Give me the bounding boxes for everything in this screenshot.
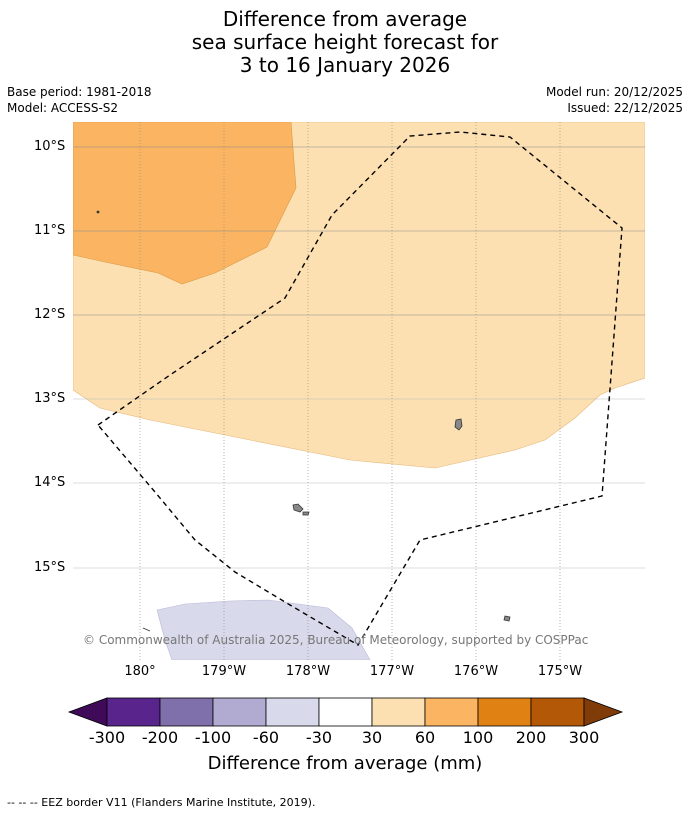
island-futuna	[454, 418, 463, 431]
title-line-2: sea surface height forecast for	[191, 30, 499, 54]
lat-label-10s: 10°S	[34, 139, 66, 154]
colorbar-bin-9	[530, 697, 585, 727]
island-small-east	[503, 615, 511, 622]
colorbar-bin-7	[424, 697, 479, 727]
meta-right: Model run: 20/12/2025 Issued: 22/12/2025	[546, 84, 683, 116]
lat-label-12s: 12°S	[34, 307, 66, 322]
colorbar-tick: 300	[568, 728, 600, 747]
colorbar-extend-low	[67, 697, 108, 727]
colorbar-bin-2	[159, 697, 214, 727]
colorbar-bin-8	[477, 697, 532, 727]
colorbar-tick: -300	[88, 728, 126, 747]
graticule	[73, 122, 645, 660]
lat-label-15s: 15°S	[34, 560, 66, 575]
colorbar	[67, 697, 624, 727]
lon-label-176w: 176°W	[453, 664, 499, 679]
island-small-west	[142, 627, 151, 632]
issued-date: Issued: 22/12/2025	[567, 101, 683, 115]
copyright-notice: © Commonwealth of Australia 2025, Bureau…	[83, 633, 589, 647]
model-name: Model: ACCESS-S2	[7, 101, 119, 115]
island-samoa-west	[292, 503, 304, 513]
title-line-3: 3 to 16 January 2026	[239, 53, 451, 77]
meta-left: Base period: 1981-2018 Model: ACCESS-S2	[7, 84, 152, 116]
colorbar-bin-1	[106, 697, 161, 727]
lon-label-179w: 179°W	[201, 664, 247, 679]
lon-label-175w: 175°W	[537, 664, 583, 679]
colorbar-tick: -200	[141, 728, 179, 747]
lon-label-180: 180°	[124, 664, 156, 679]
colorbar-bin-3	[212, 697, 267, 727]
eez-footnote: -- -- -- EEZ border V11 (Flanders Marine…	[7, 796, 316, 809]
lat-label-14s: 14°S	[34, 475, 66, 490]
lavender-anomaly-region	[156, 599, 371, 660]
colorbar-tick: -30	[305, 728, 333, 747]
lon-label-178w: 178°W	[285, 664, 331, 679]
map-area	[73, 122, 645, 660]
islands	[96, 210, 511, 632]
colorbar-tick: 30	[361, 728, 383, 747]
lat-label-11s: 11°S	[34, 223, 66, 238]
colorbar-tick: -60	[252, 728, 280, 747]
colorbar-tick: 100	[462, 728, 494, 747]
colorbar-bin-5	[318, 697, 373, 727]
island-samoa-east	[302, 511, 310, 516]
eez-border	[96, 131, 623, 646]
lat-label-13s: 13°S	[34, 391, 66, 406]
chart-title: Difference from average sea surface heig…	[0, 8, 690, 77]
colorbar-label: Difference from average (mm)	[207, 753, 483, 774]
colorbar-tick: 60	[414, 728, 436, 747]
model-run: Model run: 20/12/2025	[545, 85, 683, 99]
colorbar-tick: -100	[194, 728, 232, 747]
lon-label-177w: 177°W	[369, 664, 415, 679]
islet	[96, 210, 100, 214]
colorbar-tick: 200	[515, 728, 547, 747]
colorbar-bin-6	[371, 697, 426, 727]
title-line-1: Difference from average	[222, 7, 468, 31]
colorbar-bin-4	[265, 697, 320, 727]
base-period: Base period: 1981-2018	[7, 85, 152, 99]
colorbar-extend-high	[583, 697, 624, 727]
mid-orange-anomaly-region	[73, 122, 297, 285]
